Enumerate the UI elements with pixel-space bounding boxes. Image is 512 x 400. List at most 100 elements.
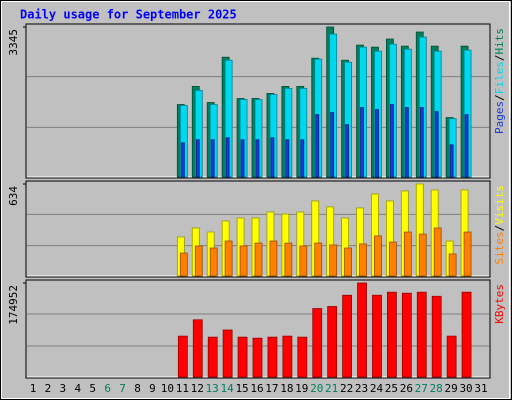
bar: [388, 241, 397, 277]
bar: [195, 139, 200, 178]
bar: [401, 292, 412, 378]
x-tick-label: 13: [206, 382, 219, 395]
x-tick-label: 24: [370, 382, 384, 395]
x-tick-label: 6: [104, 382, 111, 395]
x-tick-label: 21: [325, 382, 338, 395]
x-tick-label: 1: [30, 382, 37, 395]
bar: [237, 336, 248, 378]
legend-entry: Visits: [493, 185, 506, 225]
bar: [180, 142, 185, 178]
bar: [431, 295, 442, 378]
bar: [254, 242, 263, 277]
x-tick-label: 14: [221, 382, 235, 395]
x-tick-label: 11: [176, 382, 189, 395]
bar: [375, 109, 379, 178]
bar: [419, 107, 424, 178]
bar: [209, 247, 218, 277]
bar: [329, 244, 338, 277]
x-tick-label: 8: [134, 382, 141, 395]
bar: [267, 336, 278, 378]
bar: [177, 335, 188, 378]
bar: [464, 114, 469, 178]
x-tick-label: 29: [445, 382, 458, 395]
bar: [255, 139, 260, 178]
x-tick-label: 31: [474, 382, 487, 395]
bar: [461, 291, 472, 378]
x-tick-label: 26: [400, 382, 413, 395]
legend: KBytes: [493, 284, 506, 324]
x-tick-label: 27: [415, 382, 428, 395]
x-tick-label: 2: [45, 382, 52, 395]
legend: Sites/Visits: [493, 185, 506, 265]
x-tick-label: 15: [235, 382, 248, 395]
bar: [300, 139, 305, 178]
x-tick-label: 17: [265, 382, 278, 395]
bar: [330, 112, 335, 178]
bar: [449, 144, 454, 178]
x-tick-label: 23: [355, 382, 368, 395]
legend-separator: /: [493, 55, 506, 62]
legend-entry: KBytes: [493, 284, 506, 324]
bar: [252, 337, 263, 378]
bar: [285, 139, 290, 178]
bar: [448, 253, 457, 277]
legend-separator: /: [493, 94, 506, 101]
legend-entry: Sites: [493, 231, 506, 264]
x-tick-label: 30: [459, 382, 472, 395]
bar: [297, 336, 308, 378]
x-tick-label: 3: [60, 382, 67, 395]
bar: [359, 243, 367, 277]
bar: [416, 291, 427, 378]
x-tick-label: 16: [250, 382, 263, 395]
bar: [418, 233, 427, 277]
legend: Pages/Files/Hits: [493, 28, 506, 134]
x-tick-label: 20: [310, 382, 323, 395]
bar: [240, 139, 245, 178]
x-tick-label: 9: [149, 382, 156, 395]
legend-separator: /: [493, 225, 506, 232]
bar: [463, 231, 472, 277]
bar: [389, 104, 394, 178]
bar: [222, 329, 233, 378]
bar: [270, 137, 275, 178]
bar: [403, 231, 412, 277]
bar: [357, 282, 367, 378]
legend-entry: Files: [493, 61, 506, 94]
bar: [315, 114, 320, 178]
x-tick-label: 28: [430, 382, 443, 395]
y-tick-label: 174952: [7, 285, 20, 325]
bar: [284, 242, 293, 277]
bar: [360, 107, 364, 178]
bar: [207, 336, 218, 378]
x-tick-label: 7: [119, 382, 126, 395]
bar: [345, 124, 350, 178]
bar: [327, 306, 338, 378]
x-tick-label: 22: [340, 382, 353, 395]
bar: [224, 240, 233, 277]
bar: [386, 291, 397, 378]
bar: [239, 245, 248, 277]
bar: [344, 247, 353, 277]
y-tick-label: 634: [7, 186, 20, 206]
y-tick-label: 3345: [7, 29, 20, 56]
chart-title: Daily usage for September 2025: [20, 8, 237, 22]
bar: [404, 107, 409, 178]
x-tick-label: 25: [385, 382, 398, 395]
x-tick-label: 18: [280, 382, 293, 395]
bar: [194, 245, 203, 277]
x-tick-label: 5: [89, 382, 96, 395]
bar: [342, 294, 353, 378]
bar: [446, 335, 457, 378]
bar: [210, 139, 215, 178]
bar: [192, 319, 203, 378]
x-tick-label: 19: [295, 382, 308, 395]
legend-entry: Pages: [493, 101, 506, 134]
bar: [374, 235, 382, 277]
legend-entry: Hits: [493, 28, 506, 55]
x-tick-label: 4: [74, 382, 81, 395]
x-tick-label: 10: [161, 382, 174, 395]
x-tick-label: 12: [191, 382, 204, 395]
bar: [434, 111, 439, 178]
bar: [282, 335, 293, 378]
